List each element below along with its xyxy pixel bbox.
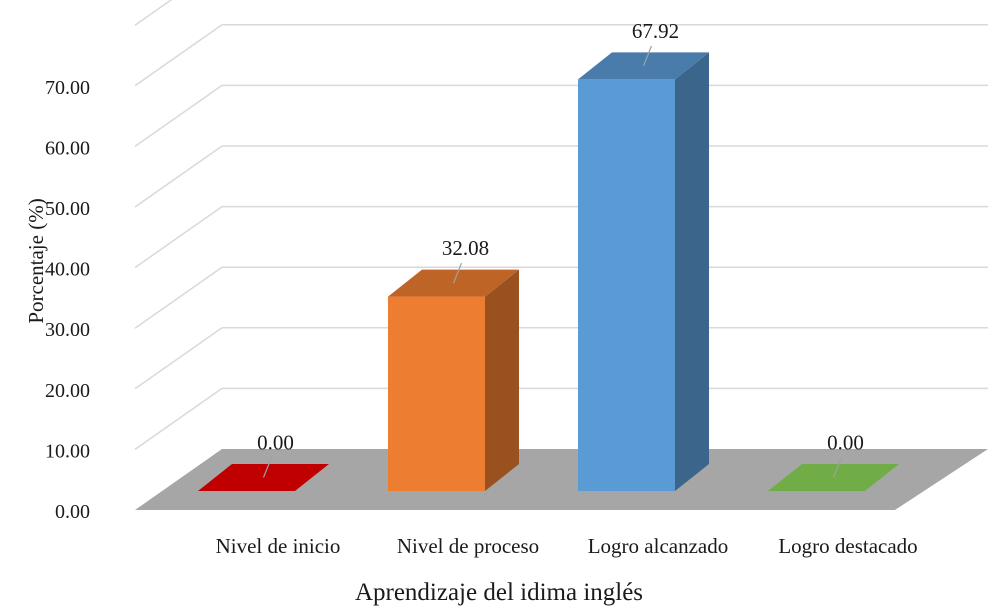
bar-front <box>578 79 675 492</box>
y-tick-label: 40.00 <box>45 259 90 281</box>
data-label-leader <box>642 45 653 67</box>
bar-side <box>675 52 709 492</box>
x-tick-label: Logro destacado <box>778 534 917 558</box>
bar: 0.00 <box>768 431 899 491</box>
data-label-leader <box>262 457 273 478</box>
data-label-leader <box>452 262 463 284</box>
bar: 67.92 <box>578 19 709 492</box>
bar-side <box>485 269 519 491</box>
gridline-side <box>134 0 173 26</box>
data-label: 0.00 <box>827 431 864 455</box>
data-label: 0.00 <box>257 431 294 455</box>
gridline-side <box>134 24 223 87</box>
y-tick-label: 70.00 <box>45 77 90 99</box>
x-tick-label: Nivel de proceso <box>397 534 539 558</box>
gridline-side <box>134 84 223 148</box>
x-tick-label: Nivel de inicio <box>216 534 341 558</box>
chart-floor <box>135 449 988 510</box>
data-label-leader <box>832 457 843 478</box>
gridline-side <box>134 327 223 390</box>
data-label: 32.08 <box>442 236 489 260</box>
gridline-side <box>134 266 223 329</box>
gridline-side <box>134 205 223 269</box>
bar: 32.08 <box>388 236 519 491</box>
y-axis-label: Porcentaje (%) <box>24 198 48 323</box>
bars: 0.00 32.08 67.92 0.00 <box>198 19 899 492</box>
x-axis-ticks: Nivel de inicio Nivel de proceso Logro alc… <box>216 534 918 558</box>
x-axis-label: Aprendizaje del idima inglés <box>355 579 643 606</box>
y-tick-label: 60.00 <box>45 137 90 159</box>
y-tick-label: 10.00 <box>45 440 90 462</box>
gridline-side <box>134 145 223 208</box>
gridline-side <box>134 387 223 451</box>
data-label: 67.92 <box>632 19 679 43</box>
y-tick-label: 50.00 <box>45 198 90 220</box>
y-tick-label: 20.00 <box>45 380 90 402</box>
y-tick-label: 30.00 <box>45 319 90 341</box>
bar: 0.00 <box>198 431 329 491</box>
grid-lines <box>134 0 988 451</box>
y-axis-ticks: 0.00 10.00 20.00 30.00 40.00 50.00 60.00 70.00 <box>45 77 90 523</box>
bar-front <box>388 296 485 491</box>
y-tick-label: 0.00 <box>55 501 90 523</box>
x-tick-label: Logro alcanzado <box>588 534 729 558</box>
